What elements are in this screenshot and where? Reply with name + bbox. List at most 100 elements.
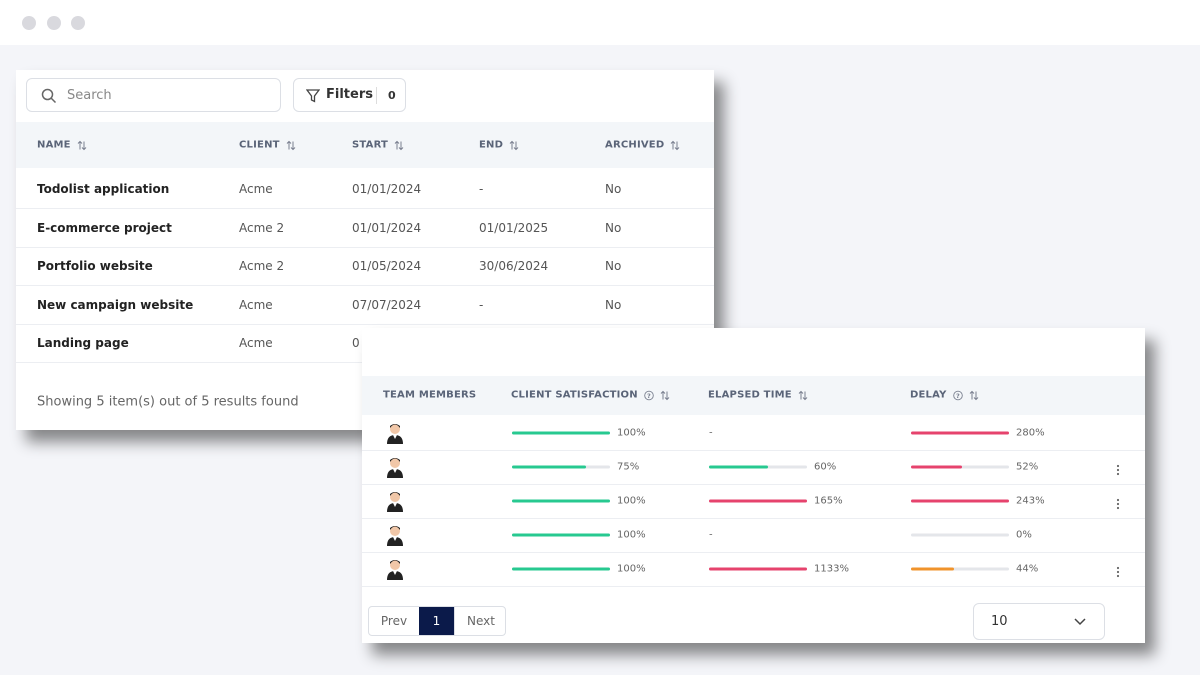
table-cell: 01/01/2024 bbox=[352, 182, 422, 196]
progress-bar bbox=[911, 499, 1009, 503]
window-dot bbox=[22, 16, 36, 30]
table-cell: No bbox=[605, 182, 622, 196]
filters-label: Filters bbox=[326, 87, 373, 102]
column-title: NAME bbox=[37, 139, 71, 151]
progress-bar bbox=[512, 431, 610, 435]
table-cell: - bbox=[479, 182, 484, 196]
progress-track bbox=[512, 499, 610, 503]
table-cell: 0 bbox=[352, 336, 360, 350]
column-title: END bbox=[479, 139, 504, 151]
empty-cell: - bbox=[709, 427, 713, 439]
project-name: E-commerce project bbox=[37, 220, 172, 235]
table-cell: 30/06/2024 bbox=[479, 259, 549, 273]
avatar-icon bbox=[387, 526, 403, 546]
filters-button[interactable]: Filters 0 bbox=[293, 78, 406, 112]
sort-icon[interactable] bbox=[394, 140, 404, 150]
sort-icon[interactable] bbox=[509, 140, 519, 150]
column-header: START bbox=[352, 140, 404, 151]
progress-track bbox=[911, 567, 1009, 571]
team-member-avatar bbox=[386, 558, 404, 584]
progress-bar bbox=[512, 567, 610, 571]
search-placeholder: Search bbox=[67, 88, 112, 103]
column-title: CLIENT bbox=[239, 139, 280, 151]
row-divider bbox=[362, 518, 1145, 519]
progress-track bbox=[709, 499, 807, 503]
row-menu[interactable] bbox=[1116, 495, 1120, 514]
results-summary: Showing 5 item(s) out of 5 results found bbox=[37, 394, 299, 410]
column-header: CLIENT SATISFACTION? bbox=[511, 390, 670, 401]
progress-bar bbox=[911, 431, 1009, 435]
column-header: END bbox=[479, 140, 519, 151]
progress-track bbox=[709, 567, 807, 571]
progress-label: 1133% bbox=[814, 563, 849, 575]
row-divider bbox=[16, 246, 714, 248]
progress-bar bbox=[512, 465, 586, 469]
progress-label: 280% bbox=[1016, 427, 1045, 439]
row-divider bbox=[16, 208, 714, 209]
table-cell: 01/05/2024 bbox=[352, 259, 422, 273]
progress-label: 0% bbox=[1016, 529, 1032, 541]
row-divider bbox=[362, 450, 1145, 451]
table-cell: Acme 2 bbox=[239, 259, 285, 273]
column-header: ELAPSED TIME bbox=[708, 390, 808, 401]
table-cell: No bbox=[605, 297, 622, 312]
column-title: TEAM MEMBERS bbox=[383, 389, 477, 401]
sort-icon[interactable] bbox=[286, 140, 296, 150]
help-icon: ? bbox=[644, 390, 654, 400]
row-menu[interactable] bbox=[1116, 563, 1120, 582]
progress-bar bbox=[709, 465, 768, 469]
progress-bar bbox=[512, 499, 610, 503]
page-button[interactable]: 1 bbox=[419, 607, 454, 635]
next-button[interactable]: Next bbox=[454, 607, 505, 635]
search-icon bbox=[41, 88, 57, 104]
metrics-card: Prev 1 Next 10 TEAM MEMBERS CLIENT SATISF… bbox=[362, 328, 1145, 643]
progress-track bbox=[911, 499, 1009, 503]
progress-label: 165% bbox=[814, 495, 843, 507]
sort-icon[interactable] bbox=[670, 140, 680, 150]
progress-track bbox=[911, 533, 1009, 537]
progress-bar bbox=[911, 567, 955, 571]
progress-track bbox=[512, 465, 610, 469]
prev-button[interactable]: Prev bbox=[380, 614, 408, 628]
progress-label: 100% bbox=[617, 563, 646, 575]
progress-bar bbox=[911, 465, 962, 469]
kebab-icon[interactable] bbox=[1116, 566, 1120, 578]
avatar-icon bbox=[387, 492, 403, 512]
svg-text:?: ? bbox=[647, 391, 651, 399]
sort-icon[interactable] bbox=[798, 390, 808, 400]
column-title: ARCHIVED bbox=[605, 139, 665, 151]
avatar-icon bbox=[387, 560, 403, 580]
table-cell: Acme bbox=[239, 336, 273, 350]
avatar-icon bbox=[387, 424, 403, 444]
project-name: Portfolio website bbox=[37, 259, 153, 273]
row-menu[interactable] bbox=[1116, 461, 1120, 480]
filters-count: 0 bbox=[388, 89, 396, 102]
empty-cell: - bbox=[709, 529, 713, 541]
table-cell: No bbox=[605, 220, 622, 235]
kebab-icon[interactable] bbox=[1116, 498, 1120, 510]
sort-icon[interactable] bbox=[660, 390, 670, 400]
row-divider bbox=[362, 484, 1145, 485]
row-divider bbox=[16, 323, 714, 325]
table-cell: 07/07/2024 bbox=[352, 297, 422, 312]
table-cell: Acme bbox=[239, 297, 273, 312]
page-size-select[interactable]: 10 bbox=[973, 603, 1105, 640]
column-header: DELAY? bbox=[910, 390, 979, 401]
progress-track bbox=[911, 465, 1009, 469]
progress-label: 243% bbox=[1016, 495, 1045, 507]
progress-label: 100% bbox=[617, 529, 646, 541]
progress-label: 100% bbox=[617, 427, 646, 439]
progress-label: 44% bbox=[1016, 563, 1039, 575]
project-name: New campaign website bbox=[37, 297, 194, 312]
column-header: TEAM MEMBERS bbox=[383, 390, 476, 401]
progress-bar bbox=[512, 533, 610, 537]
search-input[interactable]: Search bbox=[26, 78, 281, 112]
progress-track bbox=[512, 533, 610, 537]
sort-icon[interactable] bbox=[969, 390, 979, 400]
kebab-icon[interactable] bbox=[1116, 464, 1120, 476]
sort-icon[interactable] bbox=[77, 140, 87, 150]
column-title: ELAPSED TIME bbox=[708, 389, 792, 401]
team-member-avatar bbox=[386, 422, 404, 448]
pagination: Prev 1 Next bbox=[368, 606, 506, 636]
